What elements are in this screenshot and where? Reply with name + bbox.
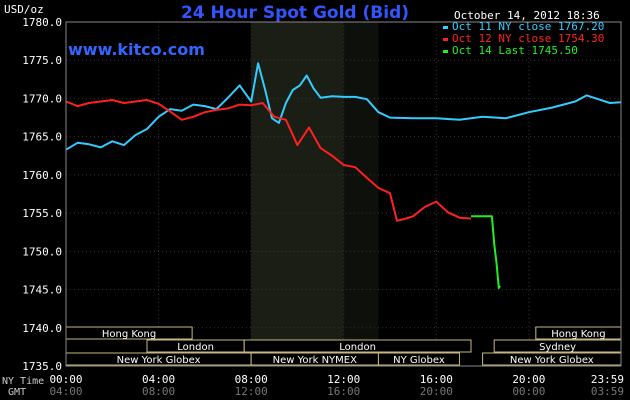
legend-swatch xyxy=(443,26,448,29)
market-hours-band xyxy=(251,22,344,366)
series-lines xyxy=(65,62,622,289)
chart-title: 24 Hour Spot Gold (Bid) xyxy=(181,3,409,23)
session-label: New York Globex xyxy=(510,355,594,366)
x-tick-label-gmt: 20:00 xyxy=(420,385,453,398)
session-bar xyxy=(243,339,472,353)
session-bars: Hong Kong Hong Kong London London Sydney New … xyxy=(65,326,622,366)
x-tick-label-gmt: 12:00 xyxy=(235,385,268,398)
x-tick-label-ny: 20:00 xyxy=(512,373,545,386)
legend-label: Oct 12 NY close 1754.30 xyxy=(452,32,604,45)
series-line xyxy=(65,99,472,222)
legend-swatch xyxy=(443,50,448,53)
timestamp: October 14, 2012 18:36 xyxy=(454,9,600,22)
x-tick-label-gmt: 04:00 xyxy=(49,385,82,398)
ny-time-row-label: NY Time xyxy=(2,376,44,387)
y-tick-label: 1765.0 xyxy=(22,131,62,144)
plot-frame xyxy=(65,21,622,367)
market-hours-band xyxy=(343,22,379,366)
legend-label: Oct 14 Last 1745.50 xyxy=(452,44,578,57)
y-tick-label: 1750.0 xyxy=(22,245,62,258)
y-tick-label: 1760.0 xyxy=(22,169,62,182)
x-tick-label-ny: 08:00 xyxy=(235,373,268,386)
y-unit-label: USD/oz xyxy=(4,3,44,16)
source-url: www.kitco.com xyxy=(68,40,205,59)
x-tick-label-ny: 04:00 xyxy=(142,373,175,386)
y-tick-label: 1770.0 xyxy=(22,92,62,105)
session-label: Hong Kong xyxy=(551,329,605,340)
session-label: New York Globex xyxy=(117,355,201,366)
session-label: New York NYMEX xyxy=(273,355,358,366)
x-tick-label-gmt: 00:00 xyxy=(512,385,545,398)
y-tick-label: 1775.0 xyxy=(22,54,62,67)
y-tick-label: 1780.0 xyxy=(22,16,62,29)
x-tick-label-gmt: 03:59 xyxy=(591,385,624,398)
session-label: London xyxy=(339,342,376,353)
session-label: London xyxy=(177,342,214,353)
session-label: Sydney xyxy=(539,342,576,353)
x-tick-label-gmt: 16:00 xyxy=(327,385,360,398)
gmt-row-label: GMT xyxy=(8,387,26,398)
legend-swatch xyxy=(443,38,448,41)
session-bar xyxy=(377,352,460,366)
y-tick-label: 1755.0 xyxy=(22,207,62,220)
session-label: Hong Kong xyxy=(102,329,156,340)
y-tick-label: 1745.0 xyxy=(22,284,62,297)
legend-label: Oct 11 NY close 1767.20 xyxy=(452,20,604,33)
series-line xyxy=(471,215,501,289)
x-tick-label-gmt: 08:00 xyxy=(142,385,175,398)
series-line xyxy=(65,62,622,151)
y-axis-ticks: 1780.0 1775.0 1770.0 1765.0 1760.0 1755.0 1750… xyxy=(22,16,62,373)
x-tick-label-ny: 16:00 xyxy=(420,373,453,386)
y-tick-label: 1735.0 xyxy=(22,360,62,373)
x-tick-label-ny: 23:59 xyxy=(591,373,624,386)
market-hours-bands xyxy=(251,22,379,366)
x-tick-label-ny: 12:00 xyxy=(327,373,360,386)
y-tick-label: 1740.0 xyxy=(22,322,62,335)
x-tick-label-ny: 00:00 xyxy=(49,373,82,386)
session-label: NY Globex xyxy=(393,355,445,366)
x-axis-ticks: 00:0004:0004:0008:0008:0012:0012:0016:00… xyxy=(49,373,624,398)
